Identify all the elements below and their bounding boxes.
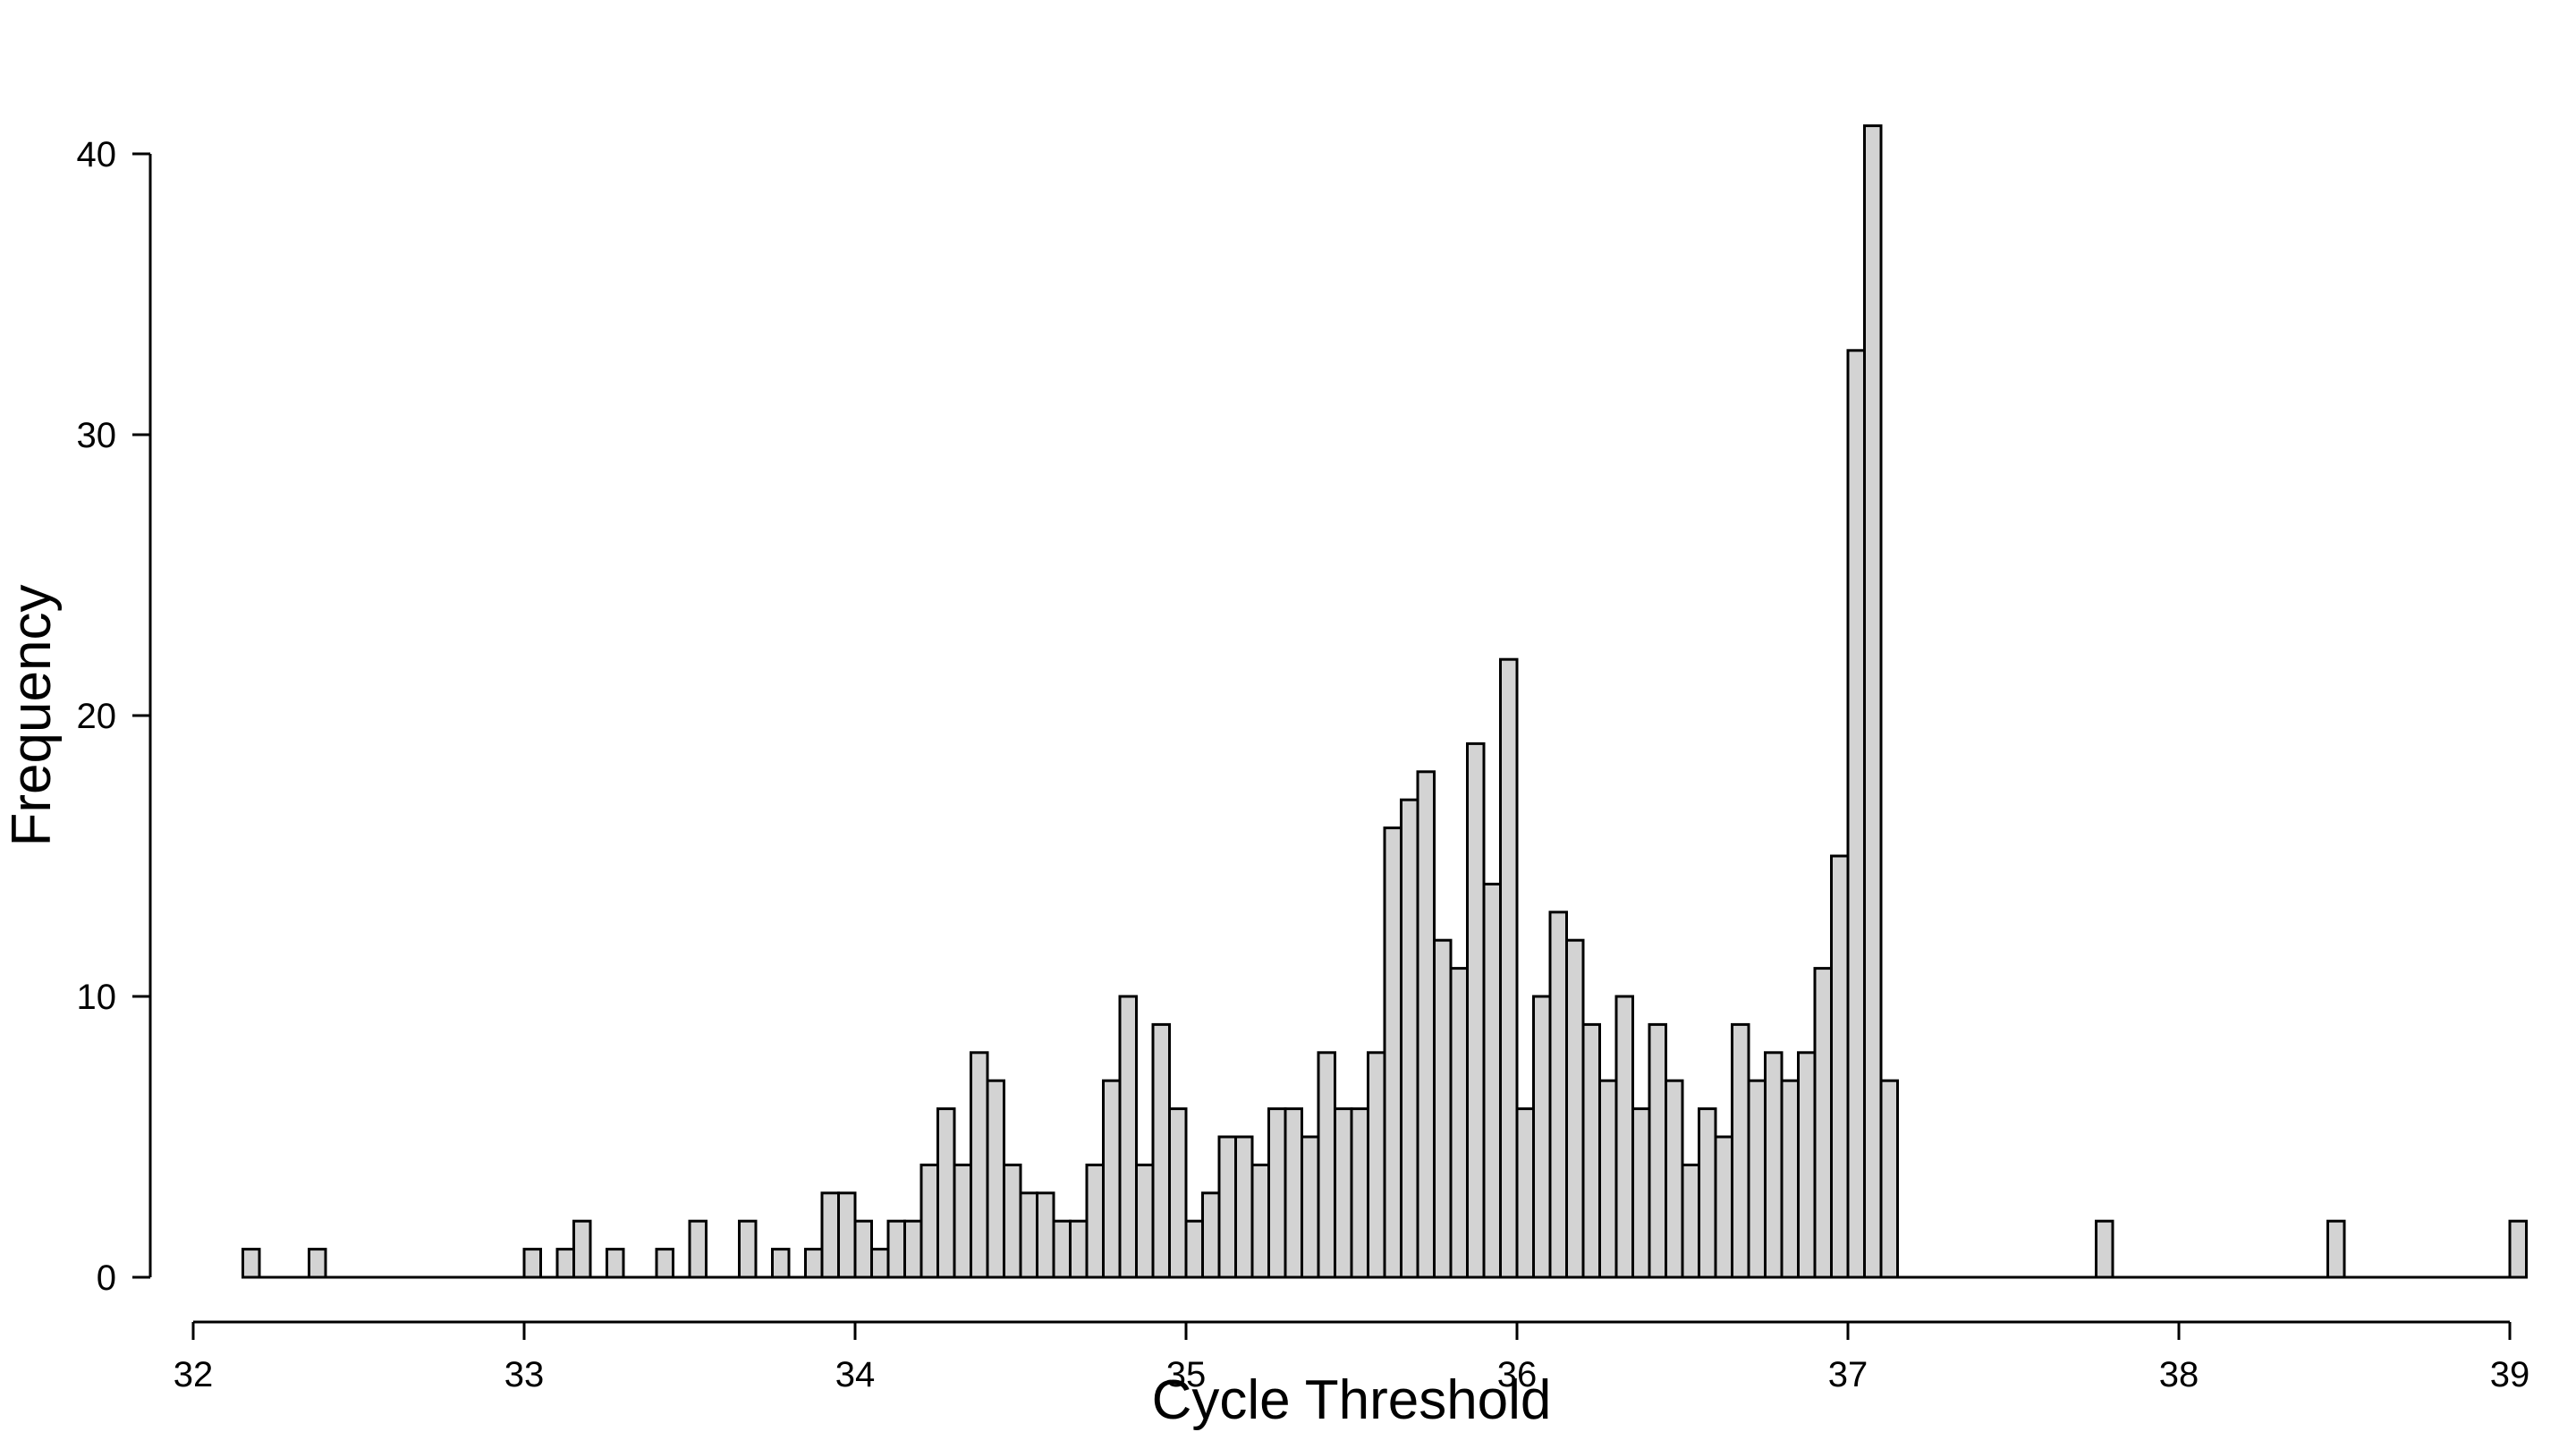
histogram-bar <box>1267 1107 1287 1279</box>
histogram-bar <box>1466 741 1486 1279</box>
y-tick-label: 30 <box>77 416 117 455</box>
y-tick-label: 10 <box>77 978 117 1017</box>
histogram-bar <box>903 1219 923 1279</box>
histogram-bar <box>1135 1163 1155 1279</box>
histogram-bar <box>1069 1219 1089 1279</box>
histogram-bar <box>688 1219 708 1279</box>
y-tick-label: 0 <box>97 1258 116 1298</box>
histogram-bar <box>572 1219 592 1279</box>
histogram-bar <box>1234 1135 1254 1279</box>
histogram-bar <box>1499 657 1519 1279</box>
x-tick-label: 33 <box>504 1355 545 1394</box>
histogram-bar <box>1334 1107 1353 1279</box>
histogram-bar <box>1449 967 1469 1279</box>
histogram-bar <box>1863 124 1883 1279</box>
histogram-bar <box>1433 938 1453 1279</box>
histogram-bar <box>1698 1107 1717 1279</box>
histogram-bar <box>1036 1191 1055 1279</box>
histogram-bar <box>1614 995 1634 1279</box>
histogram-bar <box>1797 1051 1817 1279</box>
histogram-bar <box>1714 1135 1733 1279</box>
histogram-bar <box>1003 1163 1022 1279</box>
histogram-bar <box>837 1191 857 1279</box>
histogram-bar <box>1846 349 1866 1279</box>
histogram-bar <box>1731 1022 1750 1279</box>
histogram-bar <box>804 1248 824 1279</box>
histogram-bar <box>1201 1191 1221 1279</box>
histogram-bar <box>936 1107 956 1279</box>
y-tick-label: 40 <box>77 135 117 174</box>
histogram-bar <box>655 1248 674 1279</box>
histogram-bar <box>1284 1107 1303 1279</box>
histogram-bar <box>1416 770 1436 1279</box>
x-tick-label: 39 <box>2490 1355 2530 1394</box>
histogram-bar <box>1482 882 1502 1279</box>
histogram-bar <box>1118 995 1138 1279</box>
histogram-bar <box>1052 1219 1072 1279</box>
y-axis: 0 10 20 30 40 <box>77 135 152 1298</box>
histogram-bar <box>1764 1051 1784 1279</box>
x-tick-label: 35 <box>1166 1355 1207 1394</box>
histogram-bar <box>820 1191 840 1279</box>
histogram-bar <box>1301 1135 1320 1279</box>
histogram-bar <box>1813 967 1833 1279</box>
histogram-bar <box>1184 1219 1204 1279</box>
histogram-bar <box>970 1051 989 1279</box>
x-axis-title: Cycle Threshold <box>1152 1369 1552 1431</box>
histogram-bar <box>919 1163 939 1279</box>
histogram-bar <box>1665 1079 1684 1279</box>
histogram-bar <box>1102 1079 1122 1279</box>
histogram-bar <box>986 1079 1005 1279</box>
histogram-bar <box>1648 1022 1667 1279</box>
y-axis-title: Frequency <box>1 585 63 847</box>
histogram-bar <box>953 1163 972 1279</box>
x-tick-label: 34 <box>835 1355 876 1394</box>
histogram-bar <box>2326 1219 2346 1279</box>
histogram-bar <box>242 1248 261 1279</box>
histogram-bar <box>1217 1135 1237 1279</box>
histogram-bar <box>1747 1079 1767 1279</box>
histogram-bar <box>1367 1051 1386 1279</box>
histogram-bar <box>1532 995 1552 1279</box>
histogram-bar <box>1830 854 1850 1279</box>
histogram-bar <box>1250 1163 1270 1279</box>
histogram-bar <box>1598 1079 1618 1279</box>
histogram-bar <box>1879 1079 1899 1279</box>
histogram-bar <box>1317 1051 1336 1279</box>
histogram-bar <box>1548 911 1568 1279</box>
y-tick-label: 20 <box>77 697 117 736</box>
histogram-bar <box>1168 1107 1188 1279</box>
x-tick-label: 37 <box>1828 1355 1868 1394</box>
histogram-bar <box>853 1219 873 1279</box>
histogram-bar <box>1019 1191 1038 1279</box>
histogram-bar <box>1085 1163 1105 1279</box>
x-tick-label: 32 <box>174 1355 214 1394</box>
histogram-bar <box>1681 1163 1700 1279</box>
histogram-bar <box>1631 1107 1651 1279</box>
x-axis: 32 33 34 35 36 37 38 39 <box>174 1320 2530 1394</box>
histogram-bar <box>1383 826 1402 1279</box>
histogram-bar <box>870 1248 890 1279</box>
histogram-bar <box>2095 1219 2114 1279</box>
histogram-bar <box>1350 1107 1369 1279</box>
histogram-bar <box>1780 1079 1800 1279</box>
histogram-bar <box>1565 938 1585 1279</box>
bars-layer <box>242 124 2528 1279</box>
histogram-bar <box>886 1219 906 1279</box>
x-tick-label: 36 <box>1497 1355 1538 1394</box>
histogram-bar <box>738 1219 758 1279</box>
histogram-bar <box>771 1248 791 1279</box>
histogram-bar <box>522 1248 542 1279</box>
histogram-bar <box>1515 1107 1535 1279</box>
x-tick-label: 38 <box>2159 1355 2199 1394</box>
histogram-bar <box>606 1248 625 1279</box>
histogram-bar <box>308 1248 327 1279</box>
histogram-bar <box>555 1248 575 1279</box>
histogram-bar <box>1151 1022 1171 1279</box>
histogram-bar <box>2508 1219 2528 1279</box>
histogram-bar <box>1400 798 1419 1279</box>
histogram-bar <box>1581 1022 1601 1279</box>
